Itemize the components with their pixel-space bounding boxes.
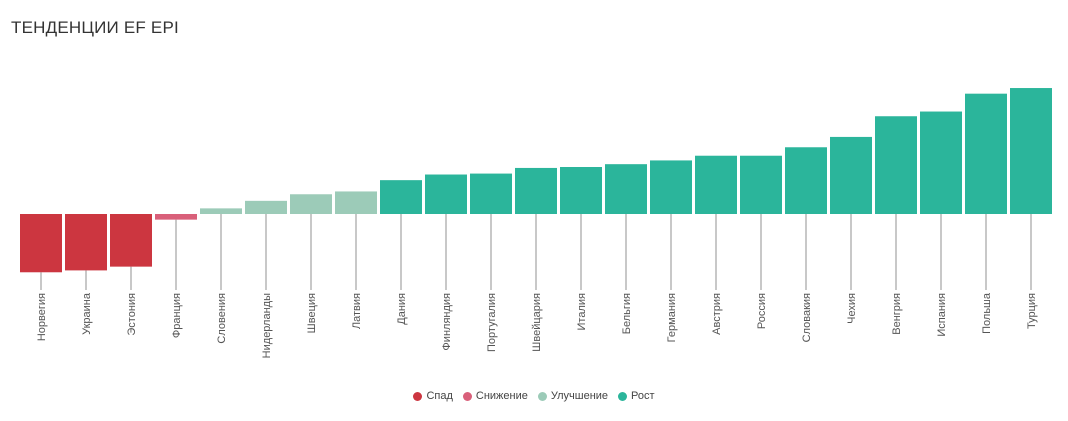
category-label: Словения xyxy=(216,293,228,344)
category-label: Германия xyxy=(666,293,678,342)
category-label: Венгрия xyxy=(891,293,903,335)
bar-2[interactable] xyxy=(65,214,107,271)
bar-1[interactable] xyxy=(20,214,62,273)
category-label: Италия xyxy=(576,293,588,331)
bar-22[interactable] xyxy=(965,93,1007,214)
bar-9[interactable] xyxy=(380,180,422,214)
category-label: Франция xyxy=(171,293,183,338)
bar-21[interactable] xyxy=(920,111,962,214)
category-label: Бельгия xyxy=(621,293,633,334)
bar-11[interactable] xyxy=(470,173,512,214)
category-label: Польша xyxy=(981,292,993,334)
category-label: Швеция xyxy=(306,293,318,333)
bar-15[interactable] xyxy=(650,160,692,214)
legend-item-decline[interactable]: Спад xyxy=(413,390,453,402)
bar-16[interactable] xyxy=(695,155,737,214)
category-label: Австрия xyxy=(711,293,723,335)
category-label: Чехия xyxy=(846,293,858,324)
bar-6[interactable] xyxy=(245,200,287,214)
legend-swatch-improvement xyxy=(537,391,547,401)
category-label: Норвегия xyxy=(36,293,48,341)
legend-item-decrease[interactable]: Снижение xyxy=(462,390,528,402)
bar-19[interactable] xyxy=(830,136,872,214)
legend-swatch-decline xyxy=(413,391,423,401)
category-label: Финляндия xyxy=(441,293,453,351)
bar-8[interactable] xyxy=(335,191,377,214)
category-label: Португалия xyxy=(486,293,498,352)
bar-17[interactable] xyxy=(740,155,782,214)
category-label: Испания xyxy=(936,293,948,337)
category-label: Турция xyxy=(1026,293,1038,329)
bar-20[interactable] xyxy=(875,116,917,214)
bar-18[interactable] xyxy=(785,147,827,214)
bar-12[interactable] xyxy=(515,167,557,214)
legend-label-decrease: Снижение xyxy=(475,390,528,402)
bar-10[interactable] xyxy=(425,174,467,214)
category-label: Нидерланды xyxy=(261,293,273,358)
category-label: Швейцария xyxy=(531,293,543,352)
legend-item-growth[interactable]: Рост xyxy=(618,390,655,402)
category-label: Россия xyxy=(756,293,768,329)
category-label: Эстония xyxy=(126,293,138,336)
bar-chart: Норвегия Украина Эстония Франция Словения Нид… xyxy=(20,88,1052,358)
bar-13[interactable] xyxy=(560,167,602,214)
category-label: Словакия xyxy=(801,293,813,342)
bar-14[interactable] xyxy=(605,164,647,214)
chart-legend: Спад Снижение Улучшение Рост xyxy=(0,390,1068,402)
bar-23[interactable] xyxy=(1010,88,1052,214)
bar-3[interactable] xyxy=(110,214,152,267)
category-label: Латвия xyxy=(351,293,363,329)
bar-4[interactable] xyxy=(155,214,197,220)
bar-5[interactable] xyxy=(200,208,242,214)
legend-label-decline: Спад xyxy=(426,390,453,402)
category-label: Украина xyxy=(81,292,93,335)
legend-swatch-growth xyxy=(618,391,628,401)
legend-item-improvement[interactable]: Улучшение xyxy=(537,390,609,402)
category-label: Дания xyxy=(396,293,408,325)
legend-label-improvement: Улучшение xyxy=(550,390,609,402)
chart-title: ТЕНДЕНЦИИ EF EPI xyxy=(11,18,179,37)
bar-7[interactable] xyxy=(290,194,332,214)
legend-label-growth: Рост xyxy=(631,390,655,402)
legend-swatch-decrease xyxy=(462,391,472,401)
